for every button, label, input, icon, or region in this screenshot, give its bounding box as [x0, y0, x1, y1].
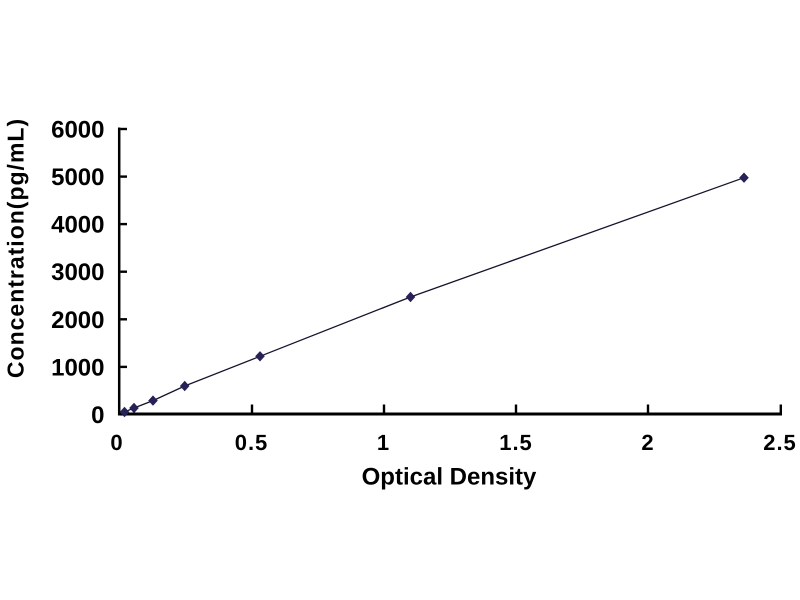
svg-text:1: 1 — [377, 430, 390, 455]
svg-text:4000: 4000 — [51, 212, 104, 239]
svg-text:2.5: 2.5 — [763, 430, 797, 455]
svg-text:2: 2 — [641, 430, 654, 455]
svg-text:0: 0 — [110, 430, 123, 455]
svg-text:2000: 2000 — [51, 307, 104, 334]
svg-text:0.5: 0.5 — [235, 430, 269, 455]
svg-text:Concentration(pg/mL): Concentration(pg/mL) — [3, 118, 29, 378]
svg-text:1.5: 1.5 — [499, 430, 533, 455]
svg-text:5000: 5000 — [51, 164, 104, 191]
svg-text:6000: 6000 — [51, 117, 104, 144]
svg-text:1000: 1000 — [51, 354, 104, 381]
svg-text:3000: 3000 — [51, 259, 104, 286]
svg-text:0: 0 — [91, 402, 104, 429]
svg-text:Optical Density: Optical Density — [362, 464, 537, 491]
